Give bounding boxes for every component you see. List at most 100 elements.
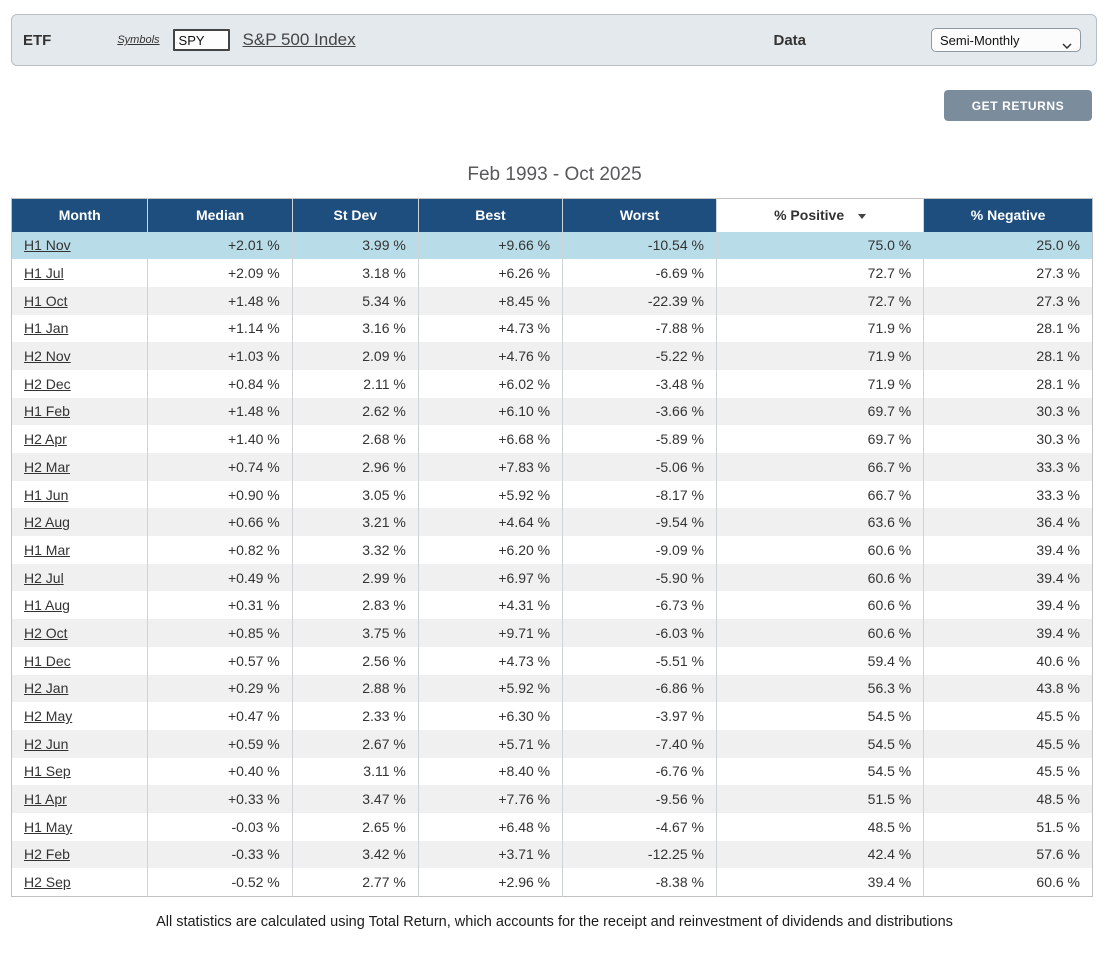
month-link[interactable]: H1 Mar [24, 541, 70, 558]
median-cell: +0.57 % [147, 646, 293, 675]
table-row: H2 Dec +0.84 % 2.11 % +6.02 % -3.48 % 71.9 % 2… [11, 369, 1093, 398]
neg-cell: 33.3 % [923, 453, 1093, 481]
month-link[interactable]: H2 Jun [24, 735, 69, 752]
neg-cell: 60.6 % [923, 868, 1093, 896]
best-cell: +4.64 % [417, 508, 563, 537]
month-link[interactable]: H2 Jul [24, 569, 64, 586]
month-link[interactable]: H2 Aug [24, 514, 70, 531]
worst-cell: -9.09 % [562, 536, 717, 564]
stdev-cell: 2.11 % [291, 369, 419, 398]
month-link[interactable]: H2 Sep [24, 873, 71, 890]
neg-cell: 28.1 % [923, 314, 1093, 343]
worst-cell: -5.06 % [562, 453, 717, 481]
month-link[interactable]: H2 Nov [24, 348, 71, 365]
best-cell: +6.10 % [417, 397, 563, 426]
table-row: H2 Jan +0.29 % 2.88 % +5.92 % -6.86 % 56.3 % 4… [11, 674, 1093, 703]
stdev-cell: 2.83 % [291, 591, 419, 620]
month-link[interactable]: H1 Jun [24, 486, 69, 503]
stdev-cell: 2.33 % [291, 702, 419, 730]
best-cell: +6.26 % [417, 259, 563, 287]
month-link[interactable]: H2 Apr [24, 431, 67, 448]
month-cell: H2 Sep [12, 868, 148, 896]
table-row: H2 May +0.47 % 2.33 % +6.30 % -3.97 % 54.5 % 4… [11, 702, 1093, 730]
stdev-cell: 3.05 % [291, 480, 419, 509]
month-link[interactable]: H1 Nov [24, 237, 71, 254]
stdev-cell: 3.21 % [291, 508, 419, 537]
month-cell: H2 Jun [12, 730, 148, 758]
symbol-input[interactable] [172, 29, 230, 51]
symbols-link[interactable]: Symbols [117, 34, 160, 46]
month-link[interactable]: H2 Mar [24, 458, 70, 475]
pos-cell: 48.5 % [715, 812, 924, 841]
month-link[interactable]: H1 May [24, 818, 73, 835]
median-cell: +0.74 % [147, 453, 293, 481]
data-frequency-select[interactable]: Semi-Monthly [931, 28, 1081, 52]
month-cell: H2 Nov [12, 342, 148, 370]
table-row: H1 Dec +0.57 % 2.56 % +4.73 % -5.51 % 59.4 % 4… [11, 646, 1093, 675]
best-cell: +4.31 % [417, 591, 563, 620]
month-cell: H2 Mar [12, 453, 148, 481]
month-link[interactable]: H2 Dec [24, 375, 71, 392]
month-link[interactable]: H2 May [24, 708, 73, 725]
column-header-best[interactable]: Best [417, 198, 563, 232]
month-link[interactable]: H2 Jan [24, 680, 69, 697]
table-header: Month Median St Dev Best Worst % Positiv… [11, 198, 1093, 232]
pos-cell: 39.4 % [715, 868, 924, 896]
pos-cell: 59.4 % [715, 646, 924, 675]
month-link[interactable]: H2 Feb [24, 846, 70, 863]
month-cell: H1 Dec [12, 647, 148, 675]
pos-cell: 54.5 % [715, 757, 924, 786]
month-cell: H1 Jun [12, 481, 148, 509]
worst-cell: -6.03 % [562, 619, 717, 647]
neg-cell: 33.3 % [923, 480, 1093, 509]
column-header-stdev[interactable]: St Dev [291, 198, 419, 232]
neg-cell: 30.3 % [923, 425, 1093, 453]
etf-label: ETF [23, 31, 52, 49]
neg-cell: 45.5 % [923, 729, 1093, 758]
pos-cell: 66.7 % [715, 480, 924, 509]
month-cell: H2 Apr [12, 425, 148, 453]
table-row: H2 Oct +0.85 % 3.75 % +9.71 % -6.03 % 60.6 % 3… [11, 619, 1093, 647]
worst-cell: -3.97 % [562, 702, 717, 730]
pos-cell: 71.9 % [715, 342, 924, 370]
median-cell: -0.33 % [147, 840, 293, 869]
neg-cell: 45.5 % [923, 757, 1093, 786]
month-link[interactable]: H1 Apr [24, 791, 67, 808]
worst-cell: -7.88 % [562, 314, 717, 343]
stdev-cell: 2.88 % [291, 674, 419, 703]
table-row: H1 Jan +1.14 % 3.16 % +4.73 % -7.88 % 71.9 % 2… [11, 314, 1093, 343]
month-link[interactable]: H1 Sep [24, 763, 71, 780]
pos-cell: 72.7 % [715, 259, 924, 287]
month-link[interactable]: H1 Feb [24, 403, 70, 420]
neg-cell: 48.5 % [923, 785, 1093, 813]
column-header-negative[interactable]: % Negative [923, 198, 1093, 232]
median-cell: +0.66 % [147, 508, 293, 537]
month-link[interactable]: H1 Jul [24, 265, 64, 282]
month-link[interactable]: H1 Jan [24, 320, 69, 337]
pos-cell: 54.5 % [715, 729, 924, 758]
table-row: H2 Apr +1.40 % 2.68 % +6.68 % -5.89 % 69.7 % 3… [11, 425, 1093, 453]
month-cell: H1 Jul [12, 259, 148, 287]
column-header-month[interactable]: Month [11, 198, 148, 232]
best-cell: +6.30 % [417, 702, 563, 730]
get-returns-button[interactable]: GET RETURNS [944, 90, 1092, 121]
month-link[interactable]: H2 Oct [24, 624, 68, 641]
column-header-positive[interactable]: % Positive [715, 198, 924, 232]
stdev-cell: 3.42 % [291, 840, 419, 869]
index-name-link[interactable]: S&P 500 Index [242, 30, 356, 49]
month-link[interactable]: H1 Oct [24, 292, 68, 309]
worst-cell: -5.90 % [562, 563, 717, 592]
worst-cell: -3.48 % [562, 369, 717, 398]
column-header-median[interactable]: Median [147, 198, 293, 232]
neg-cell: 39.4 % [923, 619, 1093, 647]
median-cell: +0.31 % [147, 591, 293, 620]
worst-cell: -8.17 % [562, 480, 717, 509]
neg-cell: 30.3 % [923, 397, 1093, 426]
median-cell: +0.90 % [147, 480, 293, 509]
month-link[interactable]: H1 Dec [24, 652, 71, 669]
month-link[interactable]: H1 Aug [24, 597, 70, 614]
column-header-worst[interactable]: Worst [562, 198, 717, 232]
median-cell: +0.82 % [147, 536, 293, 564]
month-cell: H1 Feb [12, 398, 148, 426]
stdev-cell: 2.68 % [291, 425, 419, 453]
